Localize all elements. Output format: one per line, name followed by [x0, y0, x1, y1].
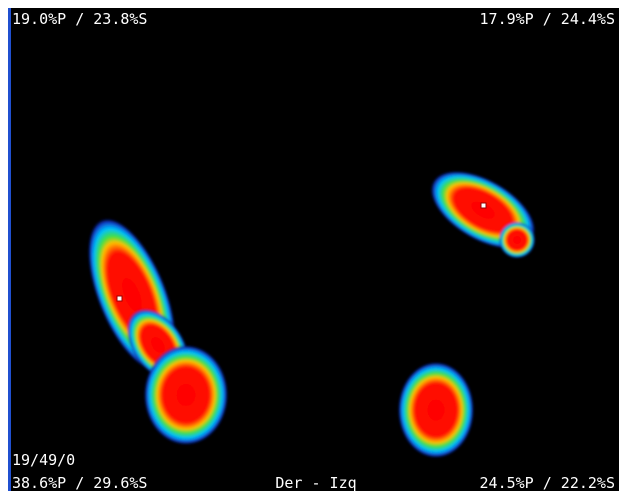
left-center-marker	[117, 296, 122, 301]
right-heel	[398, 362, 474, 458]
bottom-left-label: 38.6%P / 29.6%S	[12, 474, 147, 492]
page: 19.0%P / 23.8%S 17.9%P / 24.4%S 19/49/0 …	[0, 0, 627, 498]
top-left-label: 19.0%P / 23.8%S	[12, 10, 147, 28]
bottom-center-label: Der - Izq	[275, 474, 356, 492]
right-toe	[499, 222, 535, 258]
top-right-label: 17.9%P / 24.4%S	[480, 10, 615, 28]
right-center-marker	[481, 203, 486, 208]
frame-info: 19/49/0	[12, 451, 75, 469]
left-heel	[144, 345, 228, 445]
bottom-right-label: 24.5%P / 22.2%S	[480, 474, 615, 492]
pressure-view: 19.0%P / 23.8%S 17.9%P / 24.4%S 19/49/0 …	[0, 0, 627, 498]
left-edge	[8, 8, 11, 491]
